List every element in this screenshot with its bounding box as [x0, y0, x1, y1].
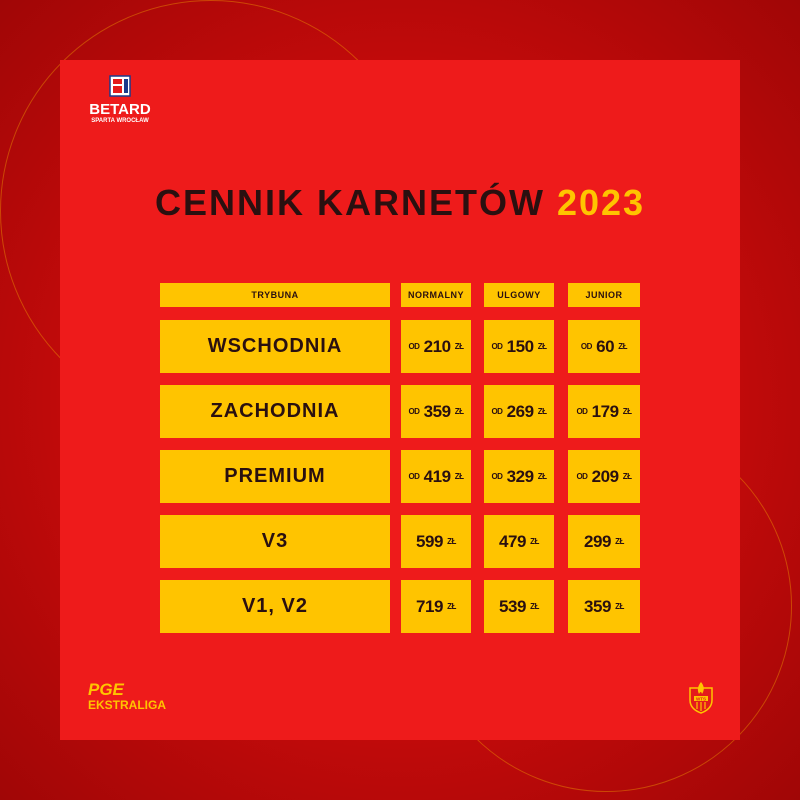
price-unit: ZŁ: [454, 472, 464, 481]
brand-subtitle: SPARTA WROCŁAW: [91, 118, 149, 124]
header-ulgowy: ULGOWY: [484, 283, 554, 307]
betard-emblem-icon: [109, 75, 131, 97]
price-card: BETARD SPARTA WROCŁAW CENNIK KARNETÓW 20…: [60, 60, 740, 740]
price-value: 359: [423, 401, 451, 421]
price-unit: ZŁ: [615, 537, 624, 546]
price-value: 150: [506, 336, 534, 356]
price-unit: ZŁ: [537, 472, 547, 481]
price-unit: ZŁ: [530, 537, 539, 546]
price-cell: 359 ZŁ: [568, 580, 640, 633]
title-year: 2023: [556, 182, 646, 223]
header-label: TRYBUNA: [251, 290, 299, 300]
price-cell: 479 ZŁ: [484, 515, 554, 568]
price-cell: OD 269 ZŁ: [484, 385, 554, 438]
price-cell: OD 60 ZŁ: [568, 320, 640, 373]
stand-name: PREMIUM: [224, 465, 326, 487]
title-main: CENNIK KARNETÓW: [154, 182, 545, 223]
price-value: 329: [506, 466, 534, 486]
header-label: JUNIOR: [585, 290, 623, 300]
price-value: 539: [499, 596, 526, 616]
price-prefix: OD: [576, 472, 588, 481]
stand-name: WSCHODNIA: [207, 335, 343, 357]
price-cell: 719 ZŁ: [401, 580, 471, 633]
price-unit: ZŁ: [447, 602, 456, 611]
price-prefix: OD: [491, 407, 503, 416]
page-title: CENNIK KARNETÓW 2023: [60, 182, 740, 224]
row-name-cell: V3: [160, 515, 390, 568]
header-label: ULGOWY: [497, 290, 541, 300]
betard-logo: BETARD SPARTA WROCŁAW: [88, 75, 152, 124]
price-value: 359: [584, 596, 611, 616]
price-prefix: OD: [491, 472, 503, 481]
price-value: 60: [596, 336, 615, 356]
price-unit: ZŁ: [530, 602, 539, 611]
league-line1: PGE: [88, 680, 124, 699]
row-name-cell: V1, V2: [160, 580, 390, 633]
svg-text:WTS: WTS: [696, 696, 706, 701]
price-value: 210: [423, 336, 451, 356]
header-label: NORMALNY: [408, 290, 464, 300]
price-unit: ZŁ: [454, 407, 464, 416]
league-line2: EKSTRALIGA: [88, 698, 166, 712]
price-prefix: OD: [491, 342, 503, 351]
crest-icon: WTS: [689, 682, 713, 714]
price-value: 599: [416, 531, 443, 551]
price-cell: OD 210 ZŁ: [401, 320, 471, 373]
price-unit: ZŁ: [622, 407, 632, 416]
price-cell: 299 ZŁ: [568, 515, 640, 568]
price-cell: OD 359 ZŁ: [401, 385, 471, 438]
price-prefix: OD: [580, 342, 593, 351]
brand-name: BETARD: [89, 101, 151, 118]
price-unit: ZŁ: [537, 407, 547, 416]
price-prefix: OD: [576, 407, 588, 416]
price-prefix: OD: [408, 407, 420, 416]
price-value: 269: [506, 401, 534, 421]
price-unit: ZŁ: [622, 472, 632, 481]
wts-crest-logo: WTS: [688, 680, 714, 719]
price-unit: ZŁ: [615, 602, 624, 611]
pge-ekstraliga-logo: PGE EKSTRALIGA: [88, 680, 166, 712]
price-prefix: OD: [408, 342, 420, 351]
stand-name: V3: [261, 530, 289, 552]
price-value: 719: [416, 596, 443, 616]
price-cell: OD 150 ZŁ: [484, 320, 554, 373]
price-prefix: OD: [408, 472, 420, 481]
row-name-cell: PREMIUM: [160, 450, 390, 503]
price-cell: 599 ZŁ: [401, 515, 471, 568]
price-cell: OD 179 ZŁ: [568, 385, 640, 438]
row-name-cell: ZACHODNIA: [160, 385, 390, 438]
price-unit: ZŁ: [618, 342, 628, 351]
header-trybuna: TRYBUNA: [160, 283, 390, 307]
price-unit: ZŁ: [537, 342, 547, 351]
price-unit: ZŁ: [454, 342, 464, 351]
row-name-cell: WSCHODNIA: [160, 320, 390, 373]
price-value: 299: [584, 531, 611, 551]
price-value: 209: [591, 466, 619, 486]
stand-name: ZACHODNIA: [210, 400, 340, 422]
price-cell: 539 ZŁ: [484, 580, 554, 633]
stand-name: V1, V2: [241, 595, 309, 617]
header-normalny: NORMALNY: [401, 283, 471, 307]
price-cell: OD 329 ZŁ: [484, 450, 554, 503]
header-junior: JUNIOR: [568, 283, 640, 307]
price-cell: OD 209 ZŁ: [568, 450, 640, 503]
price-cell: OD 419 ZŁ: [401, 450, 471, 503]
price-value: 479: [499, 531, 526, 551]
price-unit: ZŁ: [447, 537, 456, 546]
price-value: 419: [423, 466, 451, 486]
price-value: 179: [591, 401, 619, 421]
